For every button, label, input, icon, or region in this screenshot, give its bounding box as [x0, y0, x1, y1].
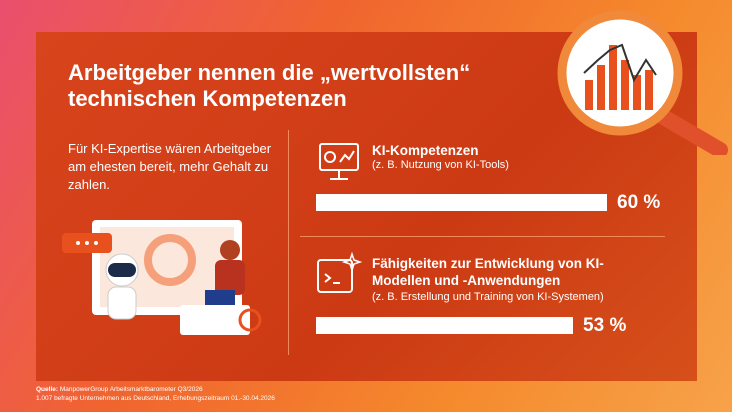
icon-monitor [319, 143, 359, 180]
item-title: Fähigkeiten zur Entwicklung von KI-Model… [372, 256, 604, 288]
bar [316, 317, 574, 334]
title: Arbeitgeber nennen die „wertvollsten“ te… [68, 60, 471, 111]
source-text: ManpowerGroup Arbeitsmarktbarometer Q3/2… [59, 386, 203, 393]
icon-code [317, 252, 362, 293]
bar [316, 194, 607, 211]
source: Quelle: ManpowerGroup Arbeitsmarktbarome… [36, 385, 275, 403]
magnifier [557, 10, 728, 155]
intro: Für KI-Expertise wären Arbeitgeber am eh… [68, 141, 272, 192]
divider [288, 130, 289, 355]
value-label: 60 % [617, 192, 661, 213]
item-subtitle: (z. B. Nutzung von KI-Tools) [372, 159, 509, 171]
item-subtitle: (z. B. Erstellung und Training von KI-Sy… [372, 291, 604, 303]
source-label: Quelle: [36, 386, 59, 393]
item-title: KI-Kompetenzen [372, 143, 479, 158]
divider [300, 236, 665, 237]
illustration [62, 220, 262, 335]
source-note: 1.007 befragte Unternehmen aus Deutschla… [36, 395, 275, 402]
value-label: 53 % [583, 315, 627, 336]
